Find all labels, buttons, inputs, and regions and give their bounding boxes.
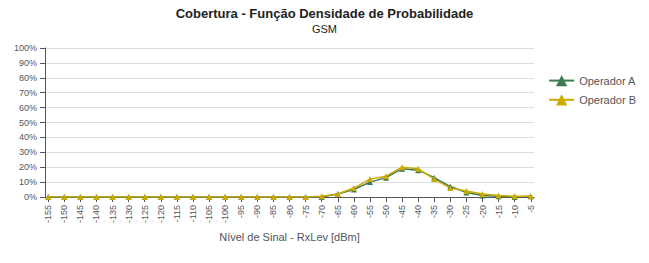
svg-text:-105: -105 xyxy=(204,205,214,223)
svg-text:70%: 70% xyxy=(19,88,37,98)
svg-text:-55: -55 xyxy=(365,205,375,218)
svg-text:-25: -25 xyxy=(461,205,471,218)
svg-text:-80: -80 xyxy=(285,205,295,218)
svg-text:-40: -40 xyxy=(413,205,423,218)
svg-text:-145: -145 xyxy=(75,205,85,223)
svg-text:100%: 100% xyxy=(14,43,37,53)
svg-text:-15: -15 xyxy=(494,205,504,218)
svg-text:80%: 80% xyxy=(19,73,37,83)
svg-text:-45: -45 xyxy=(397,205,407,218)
svg-text:-20: -20 xyxy=(478,205,488,218)
svg-text:0%: 0% xyxy=(24,192,37,202)
svg-text:60%: 60% xyxy=(19,103,37,113)
svg-text:-70: -70 xyxy=(317,205,327,218)
svg-text:50%: 50% xyxy=(19,118,37,128)
svg-text:-60: -60 xyxy=(349,205,359,218)
svg-text:30%: 30% xyxy=(19,147,37,157)
svg-text:-30: -30 xyxy=(445,205,455,218)
svg-text:-140: -140 xyxy=(91,205,101,223)
svg-text:Operador A: Operador A xyxy=(579,75,636,87)
svg-text:10%: 10% xyxy=(19,177,37,187)
svg-text:40%: 40% xyxy=(19,132,37,142)
svg-text:-125: -125 xyxy=(140,205,150,223)
svg-text:-75: -75 xyxy=(301,205,311,218)
svg-text:Operador B: Operador B xyxy=(579,94,636,106)
svg-text:20%: 20% xyxy=(19,162,37,172)
svg-text:-120: -120 xyxy=(156,205,166,223)
svg-text:-115: -115 xyxy=(172,205,182,222)
svg-text:Nível de Sinal - RxLev [dBm]: Nível de Sinal - RxLev [dBm] xyxy=(219,231,360,243)
svg-text:-135: -135 xyxy=(108,205,118,223)
svg-text:GSM: GSM xyxy=(312,23,337,35)
svg-text:-155: -155 xyxy=(43,205,53,223)
svg-text:-85: -85 xyxy=(268,205,278,218)
svg-text:-90: -90 xyxy=(252,205,262,218)
svg-text:Cobertura - Função Densidade d: Cobertura - Função Densidade de Probabil… xyxy=(176,6,474,21)
svg-text:-5: -5 xyxy=(526,205,536,213)
svg-text:-100: -100 xyxy=(220,205,230,223)
svg-text:-130: -130 xyxy=(124,205,134,223)
svg-text:-35: -35 xyxy=(429,205,439,218)
svg-text:-150: -150 xyxy=(59,205,69,223)
svg-text:-50: -50 xyxy=(381,205,391,218)
svg-text:-95: -95 xyxy=(236,205,246,218)
svg-text:-65: -65 xyxy=(333,205,343,218)
svg-text:-10: -10 xyxy=(510,205,520,218)
svg-text:90%: 90% xyxy=(19,58,37,68)
svg-text:-110: -110 xyxy=(188,205,198,222)
